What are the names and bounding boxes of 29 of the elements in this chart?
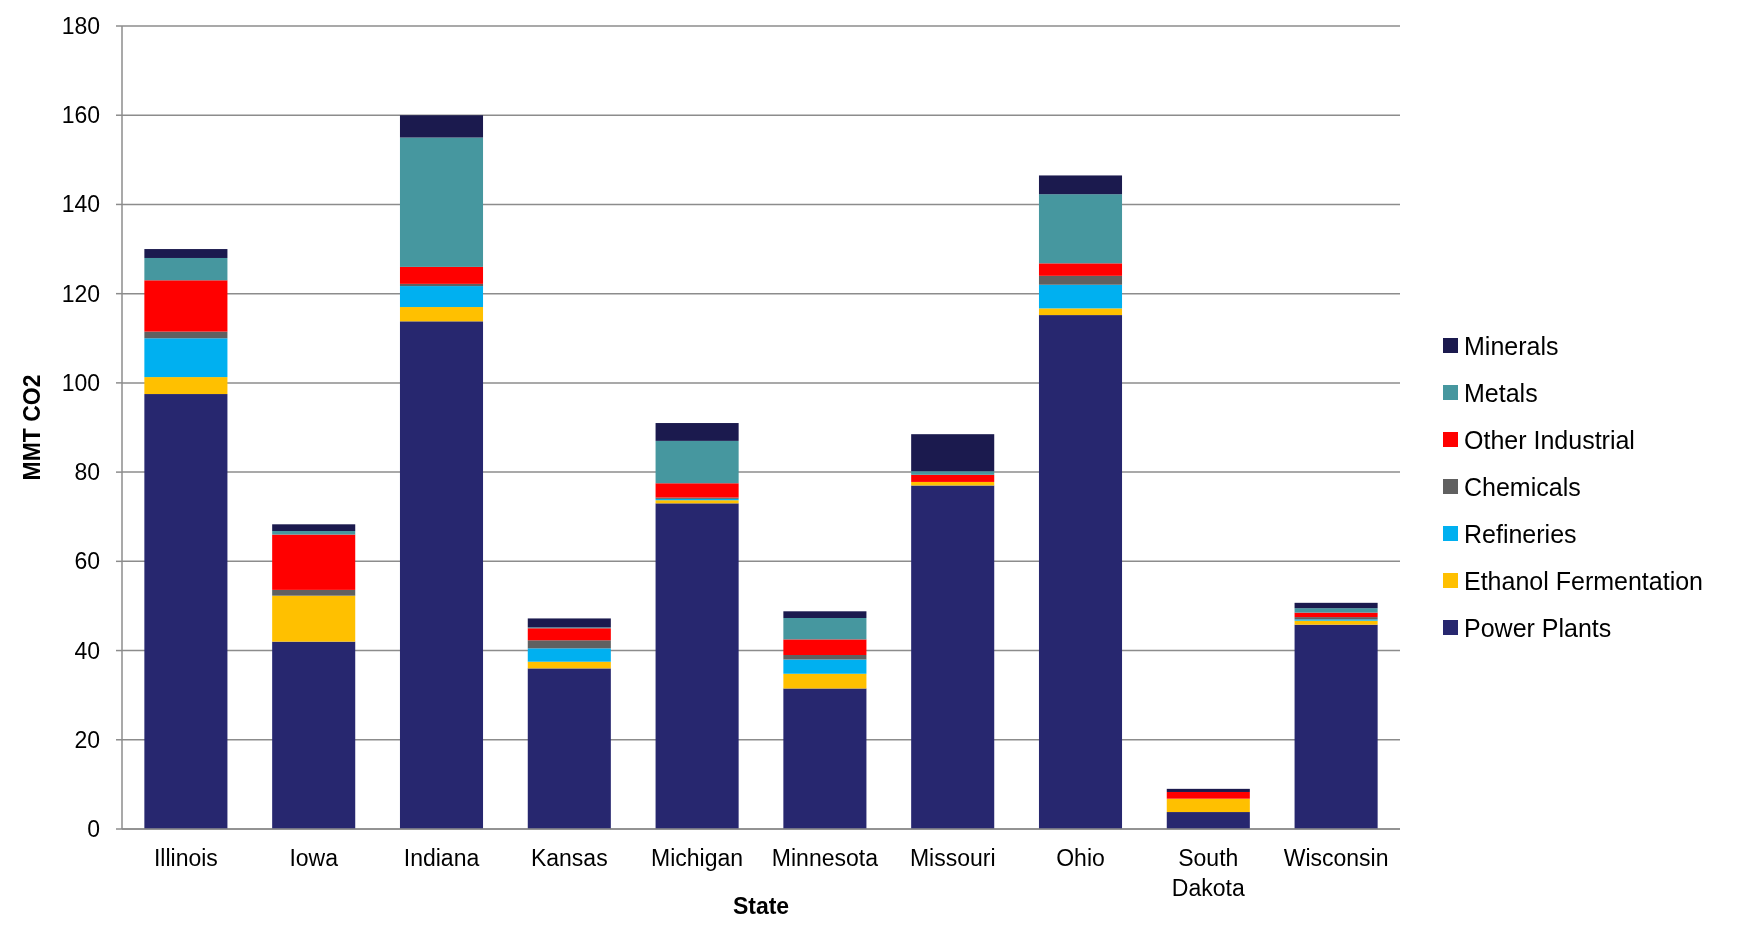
x-tick-label: Ohio [1056, 845, 1105, 871]
legend-label: Chemicals [1464, 472, 1581, 501]
legend-label: Ethanol Fermentation [1464, 566, 1704, 595]
legend-label: Power Plants [1464, 613, 1612, 642]
y-tick-label: 60 [74, 548, 100, 575]
x-tick-label: Wisconsin [1283, 845, 1389, 871]
y-tick-label: 160 [61, 102, 100, 129]
y-tick-label: 100 [61, 369, 100, 396]
y-tick-label: 120 [61, 280, 100, 307]
y-tick-label: 0 [87, 816, 100, 843]
y-tick-label: 20 [74, 726, 100, 753]
x-tick-label: Missouri [909, 845, 996, 871]
x-tick-label: Minnesota [771, 845, 879, 871]
x-tick-label: Illinois [153, 845, 218, 871]
x-tick-label: Kansas [530, 845, 608, 871]
x-tick-label: Indiana [403, 845, 480, 871]
y-axis-title: MMT CO2 [19, 374, 45, 481]
x-tick-label: South Dakota [1171, 845, 1245, 901]
y-tick-label: 40 [74, 637, 100, 664]
y-tick-label: 180 [61, 13, 100, 40]
legend-label: Minerals [1464, 331, 1559, 360]
legend-label: Refineries [1464, 519, 1577, 548]
x-tick-label: Michigan [651, 845, 744, 871]
x-axis-title: State [732, 893, 790, 919]
x-tick-label: Iowa [289, 845, 339, 871]
y-tick-label: 80 [74, 459, 100, 486]
y-tick-label: 140 [61, 191, 100, 218]
legend-label: Other Industrial [1464, 425, 1635, 454]
legend-label: Metals [1464, 378, 1538, 407]
